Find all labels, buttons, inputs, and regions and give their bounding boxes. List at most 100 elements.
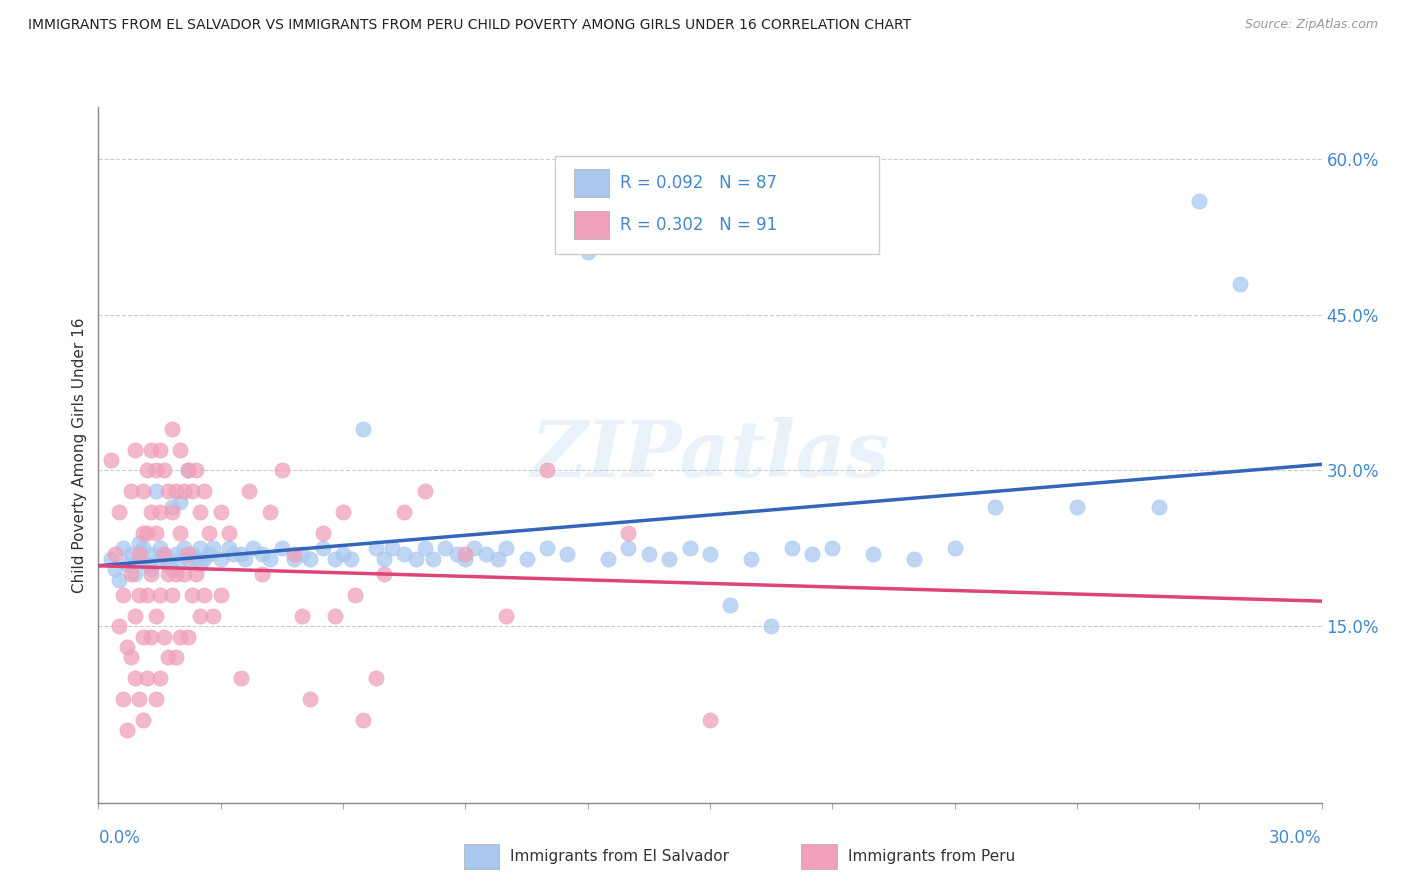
Point bbox=[149, 442, 172, 457]
Point bbox=[218, 525, 240, 540]
Point bbox=[128, 536, 150, 550]
Point bbox=[238, 484, 260, 499]
Point bbox=[141, 630, 163, 644]
Point bbox=[617, 541, 640, 556]
Point bbox=[617, 525, 640, 540]
Point bbox=[165, 547, 187, 561]
Point bbox=[132, 630, 155, 644]
Point bbox=[352, 422, 374, 436]
Point bbox=[173, 541, 195, 556]
Point bbox=[463, 541, 485, 556]
Point bbox=[270, 541, 294, 556]
Point bbox=[291, 547, 314, 561]
Point bbox=[145, 484, 167, 499]
Point bbox=[413, 541, 436, 556]
Point bbox=[152, 630, 174, 644]
Point bbox=[141, 562, 163, 576]
Point bbox=[197, 547, 219, 561]
Point bbox=[193, 484, 215, 499]
Text: R = 0.302   N = 91: R = 0.302 N = 91 bbox=[620, 216, 778, 234]
Point bbox=[149, 541, 172, 556]
Point bbox=[104, 547, 127, 561]
Point bbox=[165, 484, 187, 499]
Point bbox=[259, 505, 281, 519]
Point bbox=[209, 551, 232, 566]
Point bbox=[186, 551, 208, 566]
Point bbox=[156, 650, 179, 665]
Point bbox=[201, 541, 224, 556]
Point bbox=[231, 671, 253, 685]
Point bbox=[124, 442, 146, 457]
Point bbox=[536, 463, 558, 477]
Point bbox=[173, 484, 195, 499]
Point bbox=[115, 640, 138, 654]
Point bbox=[169, 630, 191, 644]
Point bbox=[111, 588, 134, 602]
Point bbox=[495, 608, 517, 623]
Text: Immigrants from El Salvador: Immigrants from El Salvador bbox=[510, 849, 730, 863]
Point bbox=[188, 608, 212, 623]
Point bbox=[173, 567, 195, 582]
Point bbox=[141, 547, 163, 561]
Point bbox=[454, 551, 477, 566]
Point bbox=[699, 713, 721, 727]
Point bbox=[108, 573, 131, 587]
Point bbox=[145, 608, 167, 623]
Point bbox=[392, 547, 416, 561]
Point bbox=[821, 541, 844, 556]
Point bbox=[312, 541, 335, 556]
Point bbox=[120, 547, 142, 561]
Point bbox=[903, 551, 925, 566]
Point bbox=[392, 505, 416, 519]
Point bbox=[283, 551, 305, 566]
Point bbox=[177, 463, 200, 477]
Point bbox=[132, 484, 155, 499]
Point bbox=[299, 551, 322, 566]
Point bbox=[160, 505, 183, 519]
Point bbox=[193, 551, 215, 566]
Point bbox=[132, 713, 155, 727]
Point bbox=[169, 442, 191, 457]
Point bbox=[120, 484, 142, 499]
Point bbox=[108, 619, 131, 633]
Point bbox=[165, 650, 187, 665]
Point bbox=[188, 505, 212, 519]
Point bbox=[115, 723, 138, 738]
Point bbox=[141, 567, 163, 582]
Point bbox=[323, 551, 346, 566]
Point bbox=[1188, 194, 1211, 208]
Point bbox=[193, 588, 215, 602]
Point bbox=[149, 551, 172, 566]
Point bbox=[156, 567, 179, 582]
Point bbox=[943, 541, 966, 556]
Point bbox=[124, 608, 146, 623]
Text: ZIPatlas: ZIPatlas bbox=[530, 417, 890, 493]
Point bbox=[555, 547, 579, 561]
Point bbox=[718, 599, 742, 613]
Point bbox=[413, 484, 436, 499]
Point bbox=[188, 557, 212, 571]
Text: Source: ZipAtlas.com: Source: ZipAtlas.com bbox=[1244, 18, 1378, 31]
Point bbox=[169, 494, 191, 508]
Point bbox=[160, 588, 183, 602]
Point bbox=[128, 588, 150, 602]
Point bbox=[291, 608, 314, 623]
Point bbox=[862, 547, 884, 561]
Point bbox=[222, 547, 245, 561]
Point bbox=[740, 551, 762, 566]
Point bbox=[149, 505, 172, 519]
Point bbox=[156, 557, 179, 571]
Point bbox=[201, 608, 224, 623]
Point bbox=[364, 541, 387, 556]
Text: Immigrants from Peru: Immigrants from Peru bbox=[848, 849, 1015, 863]
Point bbox=[104, 562, 127, 576]
Text: IMMIGRANTS FROM EL SALVADOR VS IMMIGRANTS FROM PERU CHILD POVERTY AMONG GIRLS UN: IMMIGRANTS FROM EL SALVADOR VS IMMIGRANT… bbox=[28, 18, 911, 32]
Point bbox=[156, 484, 179, 499]
Point bbox=[801, 547, 824, 561]
Point bbox=[231, 547, 253, 561]
Point bbox=[283, 547, 305, 561]
Point bbox=[177, 630, 200, 644]
Point bbox=[124, 671, 146, 685]
Point bbox=[323, 608, 346, 623]
Point bbox=[312, 525, 335, 540]
